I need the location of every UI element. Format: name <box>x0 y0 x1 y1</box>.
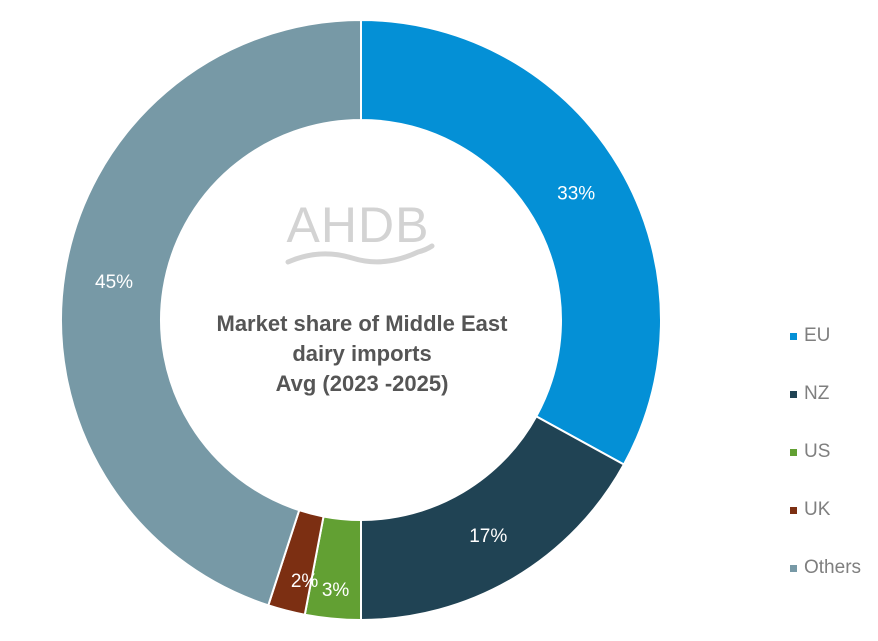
chart-title-line-1: Market share of Middle East <box>217 311 509 336</box>
data-label-us: 3% <box>322 580 350 601</box>
legend-label-others: Others <box>804 557 862 578</box>
legend-swatch-eu <box>790 333 797 340</box>
legend-item-nz: NZ <box>790 380 861 438</box>
slice-others <box>60 18 362 607</box>
legend-label-uk: UK <box>804 499 831 520</box>
slice-labels: 33% 17% 3%2% 45% <box>95 184 595 601</box>
logo-swoosh <box>285 243 435 265</box>
legend-item-us: US <box>790 438 861 496</box>
legend-item-others: Others <box>790 554 861 612</box>
data-label-others: 45% <box>95 272 133 293</box>
legend-label-eu: EU <box>804 325 831 346</box>
legend-label-nz: NZ <box>804 383 830 404</box>
chart-title-line-3: Avg (2023 -2025) <box>276 371 449 396</box>
legend-item-uk: UK <box>790 496 861 554</box>
legend-swatch-others <box>790 565 797 572</box>
legend-swatch-us <box>790 449 797 456</box>
legend-label-us: US <box>804 441 831 462</box>
data-label-nz: 17% <box>469 526 507 547</box>
chart-legend: EU NZ US UK Others <box>790 322 861 612</box>
data-label-uk: 2% <box>291 571 319 592</box>
logo-text: AHDB <box>287 197 430 253</box>
data-label-eu: 33% <box>557 184 595 205</box>
legend-swatch-uk <box>790 507 797 514</box>
legend-item-eu: EU <box>790 322 861 380</box>
slice-eu <box>360 18 662 466</box>
chart-title-line-2: dairy imports <box>292 341 431 366</box>
ahdb-logo-watermark: AHDB <box>285 197 435 265</box>
slice-nz <box>360 414 626 622</box>
donut-slices <box>60 18 662 622</box>
legend-swatch-nz <box>790 391 797 398</box>
